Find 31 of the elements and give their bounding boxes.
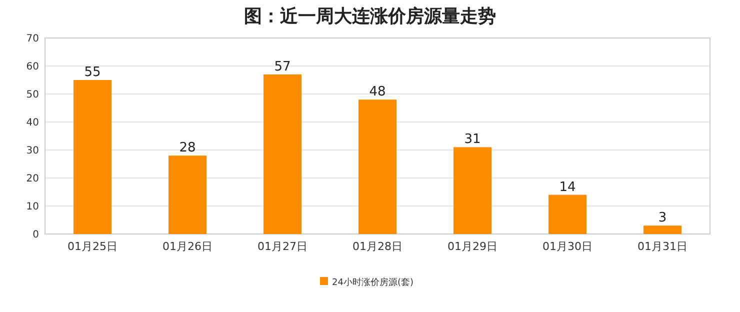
bar bbox=[74, 80, 112, 234]
y-tick-label: 30 bbox=[26, 146, 39, 156]
bar bbox=[264, 74, 302, 234]
bar bbox=[644, 226, 682, 234]
data-label: 55 bbox=[84, 65, 101, 80]
legend-label: 24小时涨价房源(套) bbox=[332, 277, 414, 288]
y-tick-label: 70 bbox=[26, 34, 39, 44]
bar bbox=[358, 100, 396, 234]
bar bbox=[548, 194, 586, 234]
x-tick-label: 01月29日 bbox=[448, 240, 498, 253]
data-label: 28 bbox=[179, 140, 196, 156]
y-tick-label: 60 bbox=[26, 62, 39, 72]
y-tick-label: 40 bbox=[26, 118, 39, 128]
x-tick-label: 01月28日 bbox=[352, 240, 402, 253]
y-tick-label: 10 bbox=[26, 202, 39, 212]
x-tick-label: 01月25日 bbox=[68, 240, 118, 253]
chart-title: 图：近一周大连涨价房源量走势 bbox=[244, 6, 496, 27]
bar bbox=[168, 156, 206, 234]
x-tick-label: 01月27日 bbox=[258, 240, 308, 253]
x-tick-label: 01月30日 bbox=[542, 240, 592, 253]
y-tick-label: 0 bbox=[32, 230, 39, 240]
x-tick-label: 01月26日 bbox=[162, 240, 212, 253]
data-label: 57 bbox=[274, 59, 291, 74]
y-tick-label: 20 bbox=[26, 174, 39, 184]
data-label: 3 bbox=[658, 210, 667, 226]
x-tick-label: 01月31日 bbox=[638, 240, 688, 253]
data-label: 14 bbox=[559, 180, 576, 195]
y-tick-label: 50 bbox=[26, 90, 39, 100]
data-label: 48 bbox=[369, 84, 386, 100]
bar bbox=[454, 147, 492, 234]
data-label: 31 bbox=[464, 132, 481, 148]
